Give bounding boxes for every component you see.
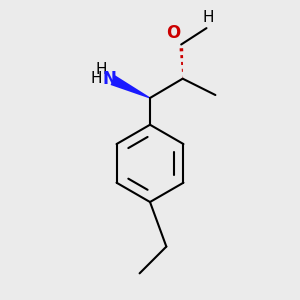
Text: N: N xyxy=(103,70,117,88)
Polygon shape xyxy=(110,75,150,98)
Text: O: O xyxy=(166,24,180,42)
Text: H: H xyxy=(96,62,107,77)
Text: H: H xyxy=(202,10,214,25)
Text: H: H xyxy=(91,71,102,86)
